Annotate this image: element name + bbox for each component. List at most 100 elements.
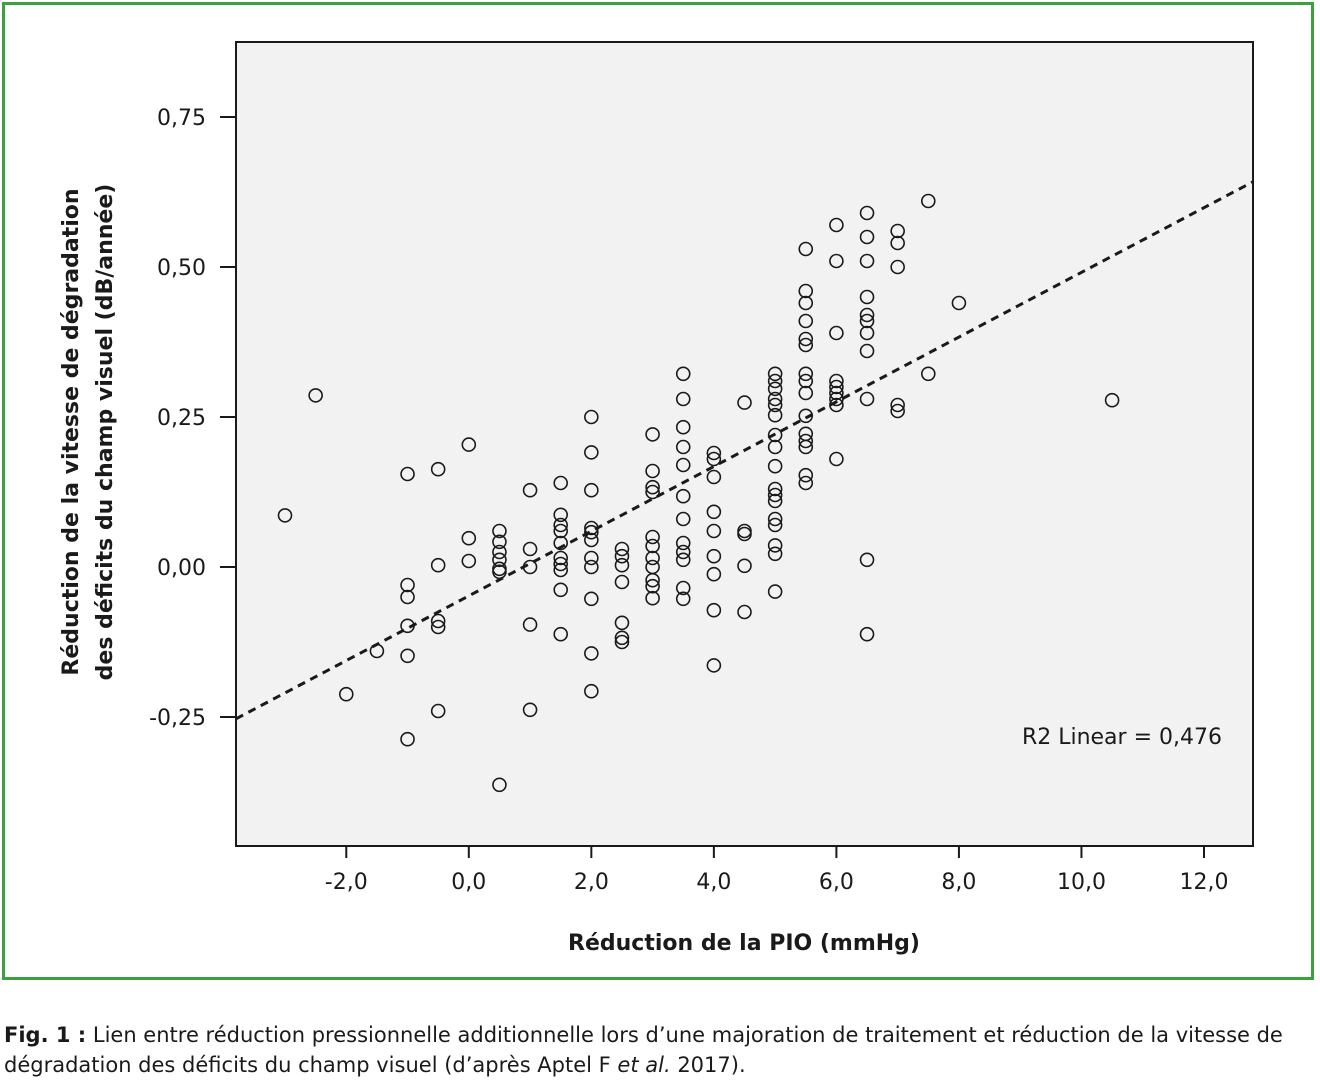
data-point <box>430 461 446 477</box>
r2-annotation: R2 Linear = 0,476 <box>1022 725 1222 750</box>
data-point <box>859 343 875 359</box>
data-point <box>920 193 936 209</box>
data-point <box>767 439 783 455</box>
data-point <box>430 613 446 629</box>
data-point <box>584 524 599 540</box>
data-point <box>829 379 844 395</box>
data-point <box>737 395 752 410</box>
data-point <box>614 634 630 650</box>
data-point <box>645 550 660 566</box>
data-point <box>767 546 783 562</box>
data-point <box>890 259 905 275</box>
data-point <box>400 577 415 593</box>
data-point <box>767 427 783 443</box>
data-point <box>584 445 599 460</box>
data-point <box>614 574 630 590</box>
data-point <box>553 523 569 539</box>
data-point <box>829 385 844 401</box>
data-point <box>400 731 415 747</box>
y-axis-title-line1: Réduction de la vitesse de dégradation <box>59 188 84 675</box>
data-point <box>675 419 691 435</box>
data-point <box>859 229 875 245</box>
x-tick-label: -2,0 <box>325 870 368 895</box>
data-point <box>614 630 630 646</box>
data-point <box>400 618 415 634</box>
data-point <box>492 523 507 539</box>
data-point <box>920 366 936 382</box>
data-point <box>675 580 691 596</box>
data-point <box>645 578 660 594</box>
plot-area <box>235 41 1254 847</box>
data-point <box>767 458 783 474</box>
data-point <box>584 591 599 607</box>
data-point <box>829 253 844 269</box>
data-point <box>706 566 722 582</box>
data-point <box>1104 392 1120 408</box>
data-point <box>767 487 783 503</box>
data-point <box>675 544 691 560</box>
data-point <box>553 535 569 551</box>
data-point <box>492 552 507 568</box>
data-point <box>890 403 905 419</box>
data-point <box>492 544 507 560</box>
data-point <box>798 475 814 491</box>
y-tick-label: 0,25 <box>157 406 206 431</box>
data-point <box>829 391 844 407</box>
data-point <box>859 626 875 642</box>
y-tick-label: -0,25 <box>149 706 206 731</box>
x-tick-label: 12,0 <box>1179 870 1228 895</box>
x-tick-label: 6,0 <box>819 870 854 895</box>
data-point <box>430 557 446 573</box>
data-point <box>798 408 814 424</box>
data-point <box>859 253 875 269</box>
data-point <box>645 590 660 606</box>
data-point <box>706 548 722 564</box>
data-point <box>767 538 783 553</box>
data-point <box>675 552 691 568</box>
data-point <box>645 479 660 495</box>
data-point <box>614 615 630 631</box>
data-point <box>706 451 722 467</box>
data-point <box>675 439 691 455</box>
data-point <box>584 520 599 536</box>
data-point <box>369 643 385 659</box>
data-point <box>737 558 752 574</box>
data-point <box>706 469 722 485</box>
x-tick-label: 4,0 <box>696 870 731 895</box>
data-point <box>767 373 783 389</box>
regression-line <box>235 180 1254 721</box>
data-point <box>706 445 722 461</box>
data-point <box>645 538 660 554</box>
y-axis-title-line2: des déficits du champ visuel (dB/année) <box>93 184 118 681</box>
data-point <box>767 584 783 599</box>
data-point <box>584 559 599 575</box>
data-point <box>859 391 875 407</box>
x-tick-label: 8,0 <box>941 870 976 895</box>
data-point <box>553 556 569 572</box>
data-point <box>767 397 783 413</box>
caption-text: Lien entre réduction pressionnelle addit… <box>4 1023 1283 1077</box>
x-axis-title: Réduction de la PIO (mmHg) <box>568 931 920 956</box>
data-point <box>798 295 814 311</box>
data-point <box>829 451 844 467</box>
data-point <box>706 602 722 618</box>
data-point <box>859 289 875 305</box>
data-point <box>890 397 905 413</box>
data-point <box>553 562 569 578</box>
data-point <box>737 526 752 542</box>
data-point <box>798 433 814 449</box>
data-point <box>584 532 599 548</box>
data-point <box>675 591 691 607</box>
data-point <box>829 217 844 233</box>
data-point <box>584 646 599 661</box>
data-point <box>338 686 354 702</box>
data-point <box>675 366 691 382</box>
data-point <box>798 373 814 389</box>
data-point <box>675 457 691 473</box>
data-point <box>675 391 691 407</box>
data-point <box>767 366 783 382</box>
data-point <box>277 508 293 523</box>
figure-caption: Fig. 1 : Lien entre réduction pressionne… <box>4 1020 1316 1080</box>
data-point <box>798 385 814 401</box>
caption-label: Fig. 1 : <box>4 1023 87 1047</box>
